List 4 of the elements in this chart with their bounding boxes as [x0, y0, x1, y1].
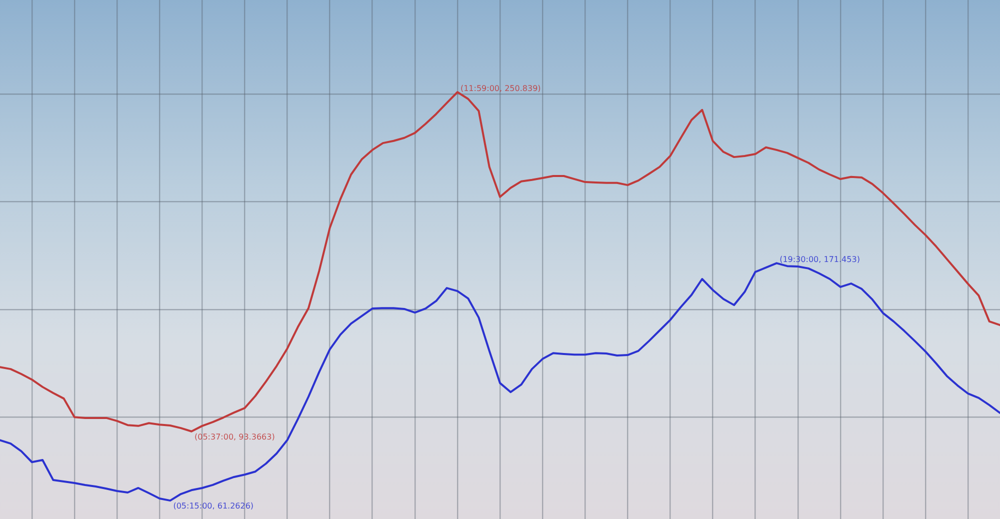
data-label: (19:30:00, 171.453) [780, 255, 860, 264]
data-label: (05:37:00, 93.3663) [194, 432, 275, 442]
data-label: (11:59:00, 250.839) [460, 84, 541, 94]
data-label: (05:15:00, 61.2626) [173, 502, 254, 511]
